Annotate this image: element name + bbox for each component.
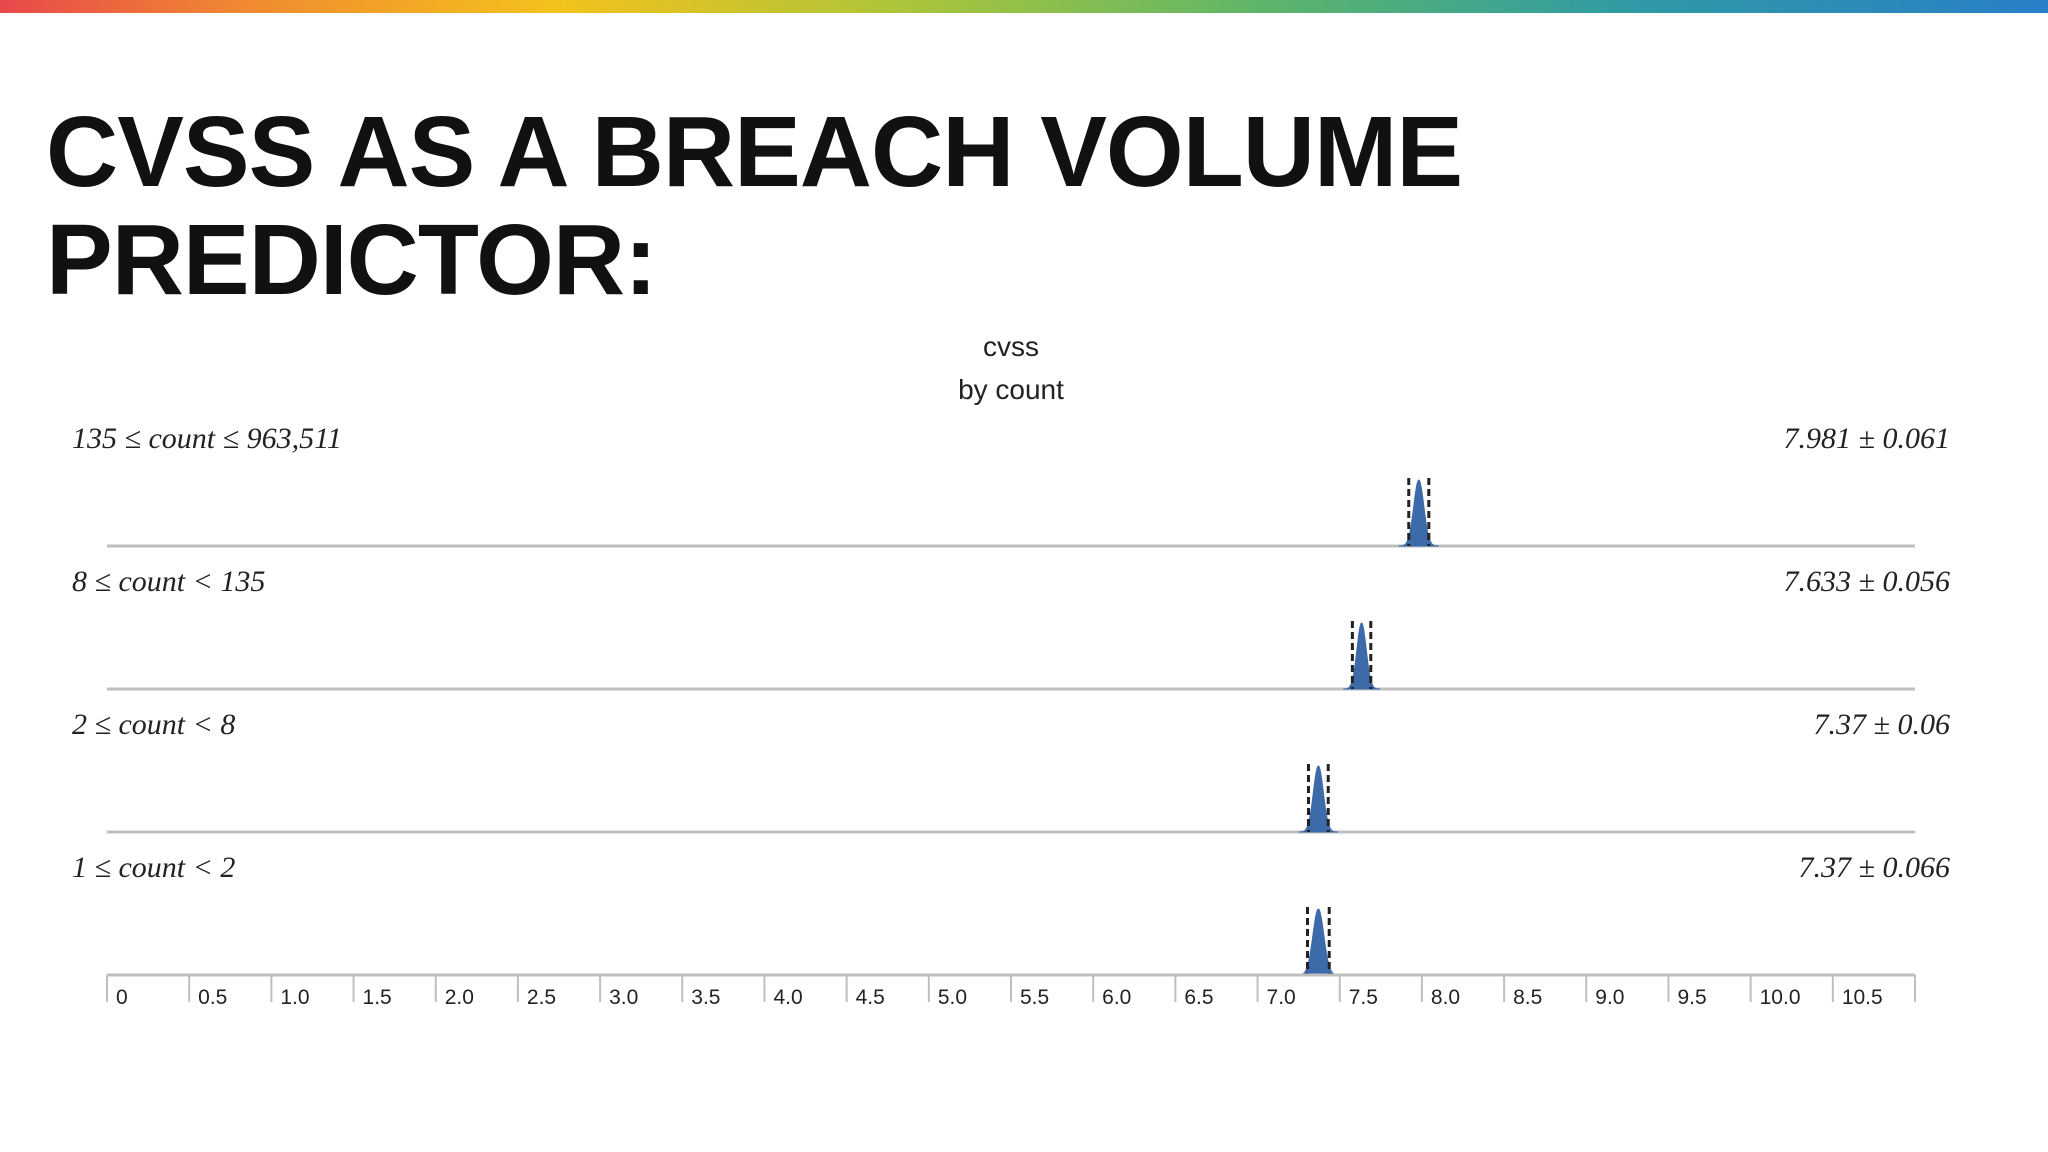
panel-stat: 7.633 ± 0.056 [1784, 565, 1950, 598]
x-tick-label: 1.0 [280, 986, 309, 1009]
panel-label: 135 ≤ count ≤ 963,511 [72, 422, 342, 455]
panel-label: 1 ≤ count < 2 [72, 851, 235, 884]
chart-subtitle: by count [958, 374, 1064, 405]
x-tick-label: 6.0 [1102, 986, 1131, 1009]
chart-title: cvss [983, 331, 1039, 362]
panel-stat: 7.37 ± 0.066 [1799, 851, 1950, 884]
panel-stat: 7.37 ± 0.06 [1814, 708, 1950, 741]
x-tick-label: 9.5 [1677, 986, 1706, 1009]
density-curve [1398, 479, 1439, 547]
x-tick-label: 10.0 [1760, 986, 1801, 1009]
x-tick-label: 7.5 [1349, 986, 1378, 1009]
x-tick-label: 9.0 [1595, 986, 1624, 1009]
density-curve [1298, 765, 1339, 833]
x-tick-label: 4.5 [856, 986, 885, 1009]
x-tick-label: 4.0 [773, 986, 802, 1009]
x-tick-label: 0 [116, 986, 128, 1009]
x-tick-label: 8.5 [1513, 986, 1542, 1009]
x-tick-label: 7.0 [1267, 986, 1296, 1009]
panel-label: 8 ≤ count < 135 [72, 565, 265, 598]
x-tick-label: 10.5 [1842, 986, 1883, 1009]
x-tick-label: 0.5 [198, 986, 227, 1009]
x-tick-label: 3.5 [691, 986, 720, 1009]
x-tick-label: 2.0 [445, 986, 474, 1009]
density-curve [1343, 622, 1381, 690]
x-axis: 0 0.5 1.0 1.5 2.0 2.5 3.0 3.5 4.0 4.5 5.0 5.5 6.0 6.5… [106, 973, 1916, 1009]
slide-title: CVSS AS A BREACH VOLUME PREDICTOR: [46, 96, 1463, 316]
x-tick-label: 5.5 [1020, 986, 1049, 1009]
panel-stat: 7.981 ± 0.061 [1784, 422, 1950, 455]
x-tick-label: 2.5 [527, 986, 556, 1009]
x-tick-label: 8.0 [1431, 986, 1460, 1009]
top-gradient-bar [0, 0, 2048, 13]
x-tick-label: 3.0 [609, 986, 638, 1009]
panel-label: 2 ≤ count < 8 [72, 708, 235, 741]
panels-group: 135 ≤ count ≤ 963,511 7.981 ± 0.061 8 ≤ co… [72, 422, 1950, 976]
x-tick-label: 1.5 [363, 986, 392, 1009]
x-tick-label: 5.0 [938, 986, 967, 1009]
density-curve [1296, 908, 1341, 976]
x-tick-label: 6.5 [1184, 986, 1213, 1009]
